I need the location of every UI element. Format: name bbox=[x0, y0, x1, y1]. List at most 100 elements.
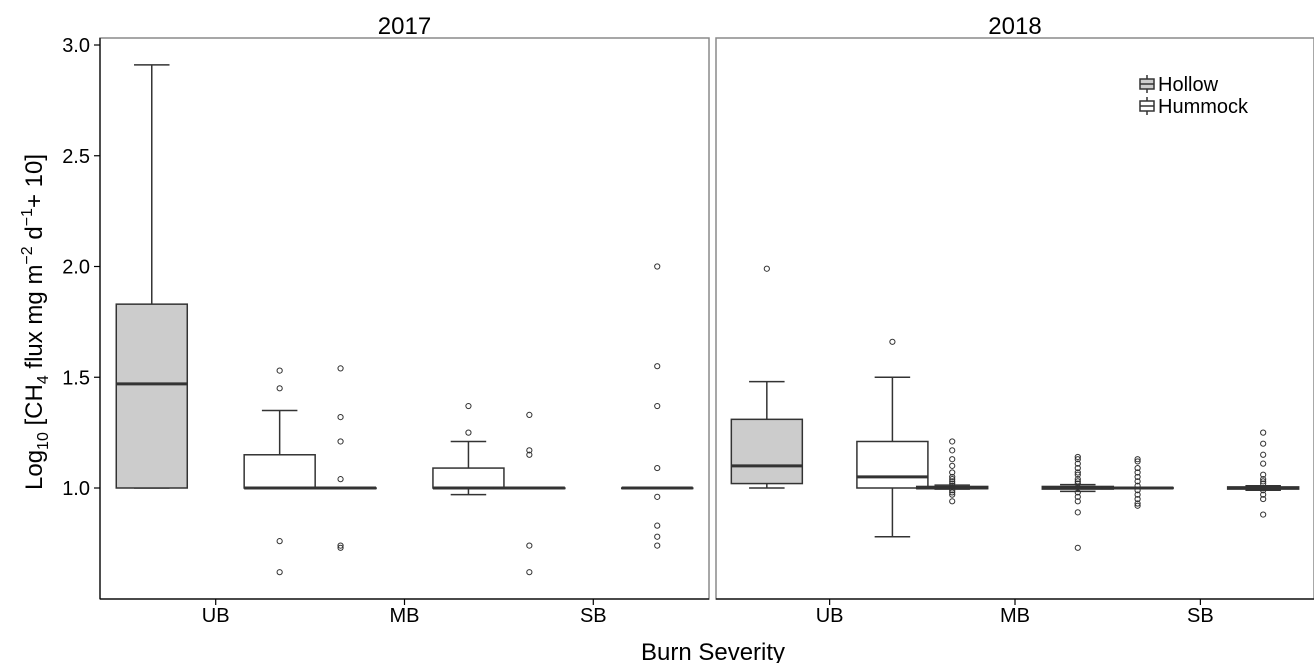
outlier-point bbox=[1074, 464, 1081, 472]
outlier-point bbox=[654, 464, 661, 472]
ylabel-part: 10 bbox=[35, 432, 52, 450]
outlier-point bbox=[1134, 502, 1141, 509]
outlier-point bbox=[1074, 509, 1081, 516]
outlier-point bbox=[949, 487, 956, 494]
legend-label: Hummock bbox=[1158, 96, 1249, 118]
facet-title: 2017 bbox=[378, 13, 431, 40]
outlier-point bbox=[276, 385, 283, 392]
x-tick-label: UB bbox=[202, 605, 230, 627]
outlier-point bbox=[1260, 495, 1267, 503]
outlier-point bbox=[889, 338, 896, 345]
outlier-point bbox=[949, 456, 956, 463]
iqr-box bbox=[856, 440, 929, 489]
outlier-point bbox=[1260, 471, 1267, 478]
y-tick-label: 3.0 bbox=[62, 35, 90, 57]
ylabel-part: −1 bbox=[19, 208, 36, 226]
outlier-point bbox=[337, 476, 344, 483]
outlier-point bbox=[1134, 458, 1141, 465]
iqr-box bbox=[243, 454, 316, 489]
outlier-point bbox=[337, 542, 344, 549]
y-tick-label: 1.5 bbox=[62, 367, 90, 389]
ylabel-part: [CH bbox=[21, 384, 48, 432]
outlier-point bbox=[949, 489, 956, 496]
outlier-point bbox=[1134, 469, 1141, 476]
outlier-point bbox=[526, 411, 533, 419]
outlier-point bbox=[1260, 478, 1267, 485]
outlier-point bbox=[949, 476, 956, 483]
outlier-point bbox=[526, 542, 533, 549]
outlier-point bbox=[1260, 440, 1267, 447]
outlier-point bbox=[276, 569, 283, 576]
iqr-box bbox=[115, 303, 189, 489]
x-tick-label: SB bbox=[580, 605, 607, 627]
outlier-point bbox=[465, 402, 472, 410]
outlier-point bbox=[949, 478, 956, 485]
outlier-point bbox=[1260, 491, 1267, 498]
box-SB-Hummock bbox=[620, 263, 694, 549]
outlier-point bbox=[1074, 456, 1081, 463]
outlier-point bbox=[1134, 487, 1141, 494]
legend-item-hollow: Hollow bbox=[1139, 74, 1219, 96]
y-tick-label: 1.0 bbox=[62, 478, 90, 500]
ylabel-part: Log bbox=[21, 450, 48, 490]
outlier-point bbox=[1074, 489, 1081, 496]
facet-panels: 2017 UB MB SB 2018 UB MB SB bbox=[99, 13, 1314, 627]
outlier-point bbox=[1134, 495, 1141, 503]
outlier-point bbox=[1074, 469, 1081, 476]
outlier-point bbox=[949, 491, 956, 498]
outlier-point bbox=[1260, 487, 1267, 494]
outlier-point bbox=[949, 469, 956, 476]
box-UB-Hollow bbox=[730, 265, 804, 489]
outlier-point bbox=[1074, 478, 1081, 485]
outlier-point bbox=[1134, 478, 1141, 485]
outlier-point bbox=[654, 402, 661, 410]
outlier-point bbox=[654, 542, 661, 549]
panel-border bbox=[99, 37, 710, 600]
outlier-point bbox=[949, 482, 956, 489]
outlier-point bbox=[949, 438, 956, 445]
x-tick-label: SB bbox=[1187, 605, 1214, 627]
outlier-point bbox=[337, 438, 344, 445]
panel-border bbox=[715, 37, 1314, 600]
y-tick-label: 2.5 bbox=[62, 146, 90, 168]
x-axis-title: Burn Severity bbox=[641, 639, 785, 663]
outlier-point bbox=[526, 569, 533, 576]
x-tick-label: MB bbox=[390, 605, 420, 627]
outlier-point bbox=[654, 493, 661, 500]
outlier-point bbox=[1074, 453, 1081, 461]
outlier-point bbox=[1134, 464, 1141, 472]
outlier-point bbox=[949, 480, 956, 487]
outlier-point bbox=[1074, 493, 1081, 500]
outlier-point bbox=[1074, 476, 1081, 483]
outlier-point bbox=[337, 544, 344, 551]
legend-label: Hollow bbox=[1158, 74, 1219, 96]
legend-item-hummock: Hummock bbox=[1139, 96, 1249, 118]
outlier-point bbox=[1074, 460, 1081, 467]
outlier-point bbox=[1260, 476, 1267, 483]
box-MB-Hollow bbox=[304, 365, 377, 551]
outlier-point bbox=[1074, 544, 1081, 551]
outlier-point bbox=[1134, 456, 1141, 463]
y-axis-title: Log10 [CH4 flux mg m−2 d−1+ 10] bbox=[19, 154, 52, 490]
outlier-point bbox=[949, 462, 956, 469]
ylabel-part: −2 bbox=[19, 246, 36, 264]
ylabel-part: d bbox=[21, 226, 48, 246]
box-UB-Hummock bbox=[856, 338, 929, 538]
y-axis-title-text: Log10 [CH4 flux mg m−2 d−1+ 10] bbox=[19, 154, 52, 490]
panel-2017: 2017 UB MB SB bbox=[99, 13, 710, 627]
panel-2018: 2018 UB MB SB bbox=[715, 13, 1314, 627]
iqr-box bbox=[432, 467, 505, 489]
outlier-point bbox=[526, 451, 533, 458]
outlier-point bbox=[1260, 480, 1267, 487]
outlier-point bbox=[465, 429, 472, 436]
box-UB-Hollow bbox=[115, 64, 189, 489]
box-SB-Hummock bbox=[1226, 429, 1300, 518]
outlier-point bbox=[949, 498, 956, 505]
ylabel-part: flux mg m bbox=[21, 265, 48, 376]
box-UB-Hummock bbox=[243, 367, 316, 576]
box-SB-Hollow bbox=[1101, 456, 1174, 509]
outlier-point bbox=[1134, 500, 1141, 507]
iqr-box bbox=[730, 418, 804, 485]
